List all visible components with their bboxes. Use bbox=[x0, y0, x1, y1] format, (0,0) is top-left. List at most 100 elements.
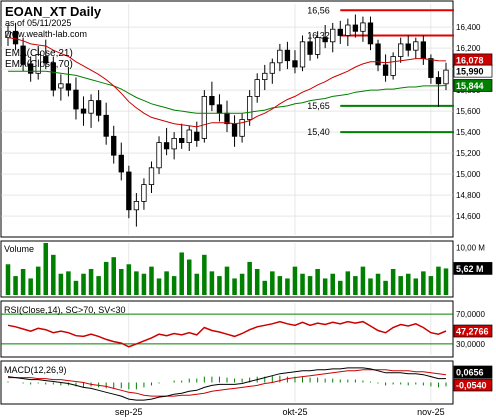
volume-bar bbox=[73, 280, 79, 295]
candle-body bbox=[148, 167, 155, 186]
candle-body bbox=[360, 22, 366, 32]
candle-body bbox=[292, 60, 298, 68]
price-tick-label: 15,000 bbox=[456, 170, 481, 179]
candle-body bbox=[156, 142, 162, 169]
volume-bar bbox=[81, 273, 86, 295]
candle-body bbox=[103, 114, 109, 137]
volume-bar bbox=[103, 261, 109, 295]
volume-bar bbox=[405, 273, 411, 295]
candle-body bbox=[299, 41, 306, 68]
ema21-line bbox=[7, 37, 447, 128]
candle-body bbox=[35, 54, 41, 74]
volume-bar bbox=[96, 276, 101, 295]
price-tag-box bbox=[453, 79, 493, 92]
candle-body bbox=[111, 135, 117, 156]
macd-signal-tag-text: -0,0540 bbox=[456, 381, 487, 391]
candle-body bbox=[118, 154, 124, 173]
volume-bar bbox=[239, 273, 245, 295]
volume-bar bbox=[315, 269, 320, 295]
macd-signal-tag-box bbox=[453, 378, 493, 392]
price-tag-text: 16,078 bbox=[456, 55, 484, 65]
macd-indicator bbox=[7, 367, 447, 401]
candle-body bbox=[390, 56, 396, 76]
price-tick-label: 16,200 bbox=[456, 44, 481, 53]
volume-bar bbox=[232, 278, 237, 295]
volume-bar bbox=[43, 243, 49, 295]
candle-body bbox=[12, 30, 19, 45]
price-tick-label: 14,800 bbox=[456, 191, 481, 200]
level-label: 15,40 bbox=[307, 127, 330, 137]
volume-bar bbox=[20, 269, 26, 295]
candle-body bbox=[420, 41, 427, 59]
rsi-tag-text: 47,2766 bbox=[456, 327, 489, 337]
rsi-tick-label: 30,0000 bbox=[456, 340, 485, 349]
volume-bar bbox=[368, 278, 373, 295]
candle-body bbox=[269, 62, 275, 74]
rsi-title: RSI(Close,14), SC>70, SV<30 bbox=[4, 305, 126, 315]
candle-body bbox=[179, 137, 185, 143]
volume-bar bbox=[421, 271, 426, 295]
volume-bar bbox=[345, 271, 351, 295]
volume-bar bbox=[375, 273, 381, 295]
candle-body bbox=[133, 200, 140, 211]
rsi-tick-label: 70,0000 bbox=[456, 310, 485, 319]
candle-body bbox=[314, 37, 321, 55]
ema70-line bbox=[8, 70, 447, 114]
volume-bar bbox=[134, 271, 139, 295]
candle-body bbox=[186, 129, 192, 143]
candle-body bbox=[80, 108, 87, 114]
volume-bar bbox=[126, 264, 132, 295]
volume-bar bbox=[149, 266, 154, 295]
volume-bar bbox=[428, 276, 434, 295]
price-tick-label: 15,200 bbox=[456, 149, 481, 158]
volume-bar bbox=[217, 276, 222, 295]
candle-body bbox=[141, 184, 147, 202]
candle-body bbox=[239, 119, 245, 137]
volume-bar bbox=[156, 278, 162, 295]
volume-bar bbox=[194, 273, 200, 295]
volume-bar bbox=[179, 252, 184, 295]
volume-bar bbox=[277, 276, 283, 295]
volume-bar bbox=[164, 271, 169, 295]
volume-bar bbox=[171, 276, 177, 295]
volume-tick-label: 10,00 M bbox=[456, 244, 485, 253]
chart-site: www.wealth-lab.com bbox=[4, 29, 87, 39]
volume-bar bbox=[224, 266, 230, 295]
rsi-indicator bbox=[1, 313, 453, 348]
volume-bar bbox=[292, 266, 298, 295]
candle-body bbox=[246, 96, 253, 120]
chart-symbol-title: EOAN_XT Daily bbox=[5, 4, 102, 19]
volume-bar bbox=[285, 278, 290, 295]
macd-title: MACD(12,26,9) bbox=[4, 365, 67, 375]
candle-body bbox=[367, 22, 374, 45]
volume-bar bbox=[338, 280, 343, 295]
candle-body bbox=[375, 43, 381, 66]
candle-body bbox=[27, 63, 34, 74]
volume-bar bbox=[13, 276, 18, 295]
price-tick-label: 14,600 bbox=[456, 212, 481, 221]
rsi-tag-box bbox=[453, 324, 493, 338]
volume-bar bbox=[322, 278, 328, 295]
price-tick-label: 15,400 bbox=[456, 128, 481, 137]
volume-bar bbox=[51, 254, 56, 295]
volume-bar bbox=[35, 266, 41, 295]
candle-body bbox=[95, 100, 102, 116]
volume-bar bbox=[360, 266, 366, 295]
candle-body bbox=[58, 83, 64, 89]
x-tick-label: okt-25 bbox=[282, 407, 307, 417]
x-tick-label: sep-25 bbox=[115, 407, 143, 417]
volume-bar bbox=[66, 271, 71, 295]
candle-body bbox=[284, 49, 291, 62]
candle-body bbox=[405, 43, 411, 51]
candle-body bbox=[194, 131, 200, 141]
ema21-legend: EMA(Close,21) bbox=[5, 48, 73, 59]
candle-body bbox=[209, 96, 215, 106]
candle-body bbox=[88, 100, 94, 114]
rsi-line bbox=[7, 320, 447, 348]
price-tag-box bbox=[453, 64, 493, 78]
candle-body bbox=[73, 89, 79, 110]
macd-tag-box bbox=[453, 365, 493, 379]
volume-bar bbox=[58, 273, 64, 295]
price-tick-label: 16,400 bbox=[456, 23, 481, 32]
ema-lines bbox=[7, 37, 447, 128]
